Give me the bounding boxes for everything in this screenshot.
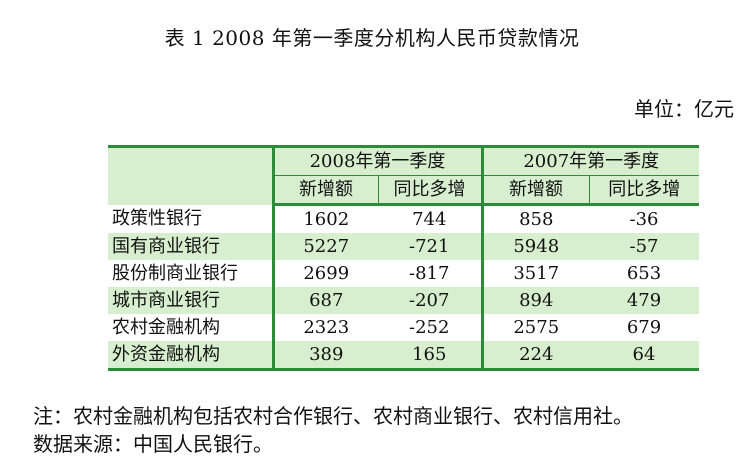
value-2007-yoy: -36: [629, 209, 659, 230]
institution-name: 城市商业银行: [108, 287, 275, 314]
header-2007-yoy-increase: 同比多增: [589, 175, 699, 206]
header-group-2007q1: 2007年第一季度: [482, 145, 699, 176]
table-row: 政策性银行 1602 744 858 -36: [108, 204, 699, 233]
value-2008-yoy: -817: [378, 260, 484, 287]
header-group-2008q1: 2008年第一季度: [273, 145, 484, 176]
header-2008-yoy-increase: 同比多增: [378, 175, 484, 206]
institution-name: 股份制商业银行: [108, 260, 275, 287]
table-row: 股份制商业银行 2699 -817 3517 653: [108, 260, 699, 287]
header-2007-new-amount: 新增额: [482, 175, 590, 206]
header-2008-new-amount: 新增额: [273, 175, 379, 206]
value-2007-new: 894: [519, 290, 554, 311]
unit-label: 单位：亿元: [634, 97, 734, 121]
table-title: 表 1 2008 年第一季度分机构人民币贷款情况: [164, 26, 580, 50]
value-2008-new: 2323: [303, 317, 350, 338]
institution-name: 国有商业银行: [108, 233, 275, 260]
value-2007-new: 224: [482, 341, 589, 371]
value-2007-new: 5948: [513, 236, 560, 257]
value-2008-new: 2699: [303, 263, 350, 284]
table-row: 农村金融机构 2323 -252 2575 679: [108, 314, 699, 341]
value-2008-yoy: 165: [378, 341, 484, 371]
header-blank-cell: [108, 145, 275, 205]
header-row-subheaders: 新增额 同比多增 新增额 同比多增: [108, 175, 699, 206]
institution-name: 外资金融机构: [108, 341, 275, 371]
value-2008-new: 5227: [303, 236, 350, 257]
value-2008-yoy: -252: [378, 314, 484, 341]
institution-name: 农村金融机构: [108, 314, 275, 341]
value-2007-new: 2575: [513, 317, 560, 338]
data-source: 数据来源：中国人民银行。: [33, 432, 273, 456]
value-2008-yoy: -721: [378, 233, 484, 260]
value-2007-new: 3517: [513, 263, 560, 284]
table-row: 国有商业银行 5227 -721 5948 -57: [108, 233, 699, 260]
value-2008-new: 389: [273, 341, 378, 371]
header-row-groups: 2008年第一季度 2007年第一季度: [108, 145, 699, 205]
value-2008-yoy: 744: [378, 204, 484, 233]
value-2007-yoy: 679: [626, 317, 662, 338]
value-2007-yoy: 64: [589, 341, 699, 371]
table-row: 城市商业银行 687 -207 894 479: [108, 287, 699, 314]
loan-table: 2008年第一季度 2007年第一季度 新增额 同比多增 新增额 同比多增 政策…: [108, 145, 699, 371]
value-2007-yoy: 479: [626, 290, 662, 311]
value-2008-yoy: -207: [378, 287, 484, 314]
institution-name: 政策性银行: [108, 204, 275, 233]
table-row: 外资金融机构 389 165 224 64: [108, 341, 699, 371]
footnote: 注：农村金融机构包括农村合作银行、农村商业银行、农村信用社。: [33, 404, 633, 428]
value-2007-new: 858: [519, 209, 554, 230]
value-2007-yoy: -57: [629, 236, 659, 257]
value-2008-new: 687: [309, 290, 344, 311]
value-2007-yoy: 653: [626, 263, 662, 284]
value-2008-new: 1602: [303, 209, 350, 230]
